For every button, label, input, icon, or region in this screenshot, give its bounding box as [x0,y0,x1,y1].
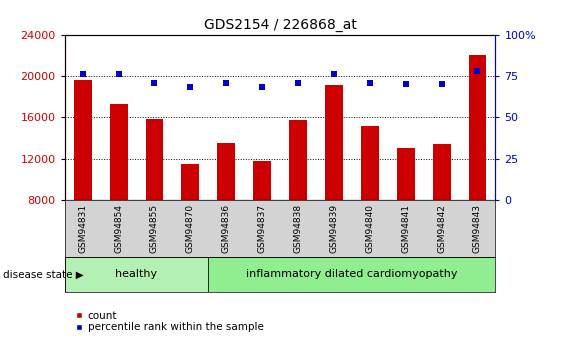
Bar [217,143,235,283]
Bar [432,144,450,283]
Text: healthy: healthy [115,269,158,279]
Bar [74,80,92,283]
Text: disease state ▶: disease state ▶ [3,269,83,279]
Text: GSM94870: GSM94870 [186,204,195,253]
Bar [110,104,128,283]
Text: inflammatory dilated cardiomyopathy: inflammatory dilated cardiomyopathy [246,269,458,279]
Bar [208,257,495,292]
Title: GDS2154 / 226868_at: GDS2154 / 226868_at [204,18,356,32]
Text: GSM94841: GSM94841 [401,204,410,253]
Bar [181,164,199,283]
Bar [289,120,307,283]
Text: GSM94855: GSM94855 [150,204,159,253]
Text: GSM94836: GSM94836 [222,204,231,253]
Text: GSM94838: GSM94838 [293,204,302,253]
Text: GSM94843: GSM94843 [473,204,482,253]
Text: GSM94837: GSM94837 [258,204,267,253]
Legend: count, percentile rank within the sample: count, percentile rank within the sample [70,307,267,336]
Bar [468,55,486,283]
Text: GSM94840: GSM94840 [365,204,374,253]
Text: GSM94839: GSM94839 [329,204,338,253]
Bar [145,119,163,283]
Text: GSM94831: GSM94831 [78,204,87,253]
Bar [325,85,343,283]
Bar [253,161,271,283]
Text: GSM94842: GSM94842 [437,204,446,253]
Bar [65,257,208,292]
Text: GSM94854: GSM94854 [114,204,123,253]
Bar [397,148,415,283]
Bar [361,126,379,283]
